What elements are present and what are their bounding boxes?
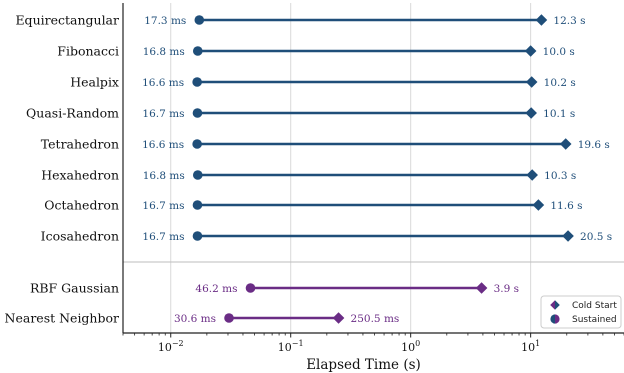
sustained-value-label: 16.7 ms [142, 200, 184, 212]
cold-start-value-label: 250.5 ms [351, 313, 400, 325]
category-label: Hexahedron [41, 168, 119, 183]
legend-diamond-icon [555, 300, 560, 310]
legend-label: Sustained [572, 315, 617, 325]
cold-start-value-label: 12.3 s [553, 15, 585, 27]
category-label: Healpix [70, 75, 119, 90]
cold-start-point [525, 107, 537, 119]
sustained-value-label: 46.2 ms [195, 283, 237, 295]
legend-circle-icon [555, 314, 560, 324]
sustained-point [194, 15, 205, 25]
cold-start-value-label: 19.6 s [578, 139, 610, 151]
x-tick-label: 100 [401, 339, 420, 354]
cold-start-point [535, 14, 548, 26]
chart-row: Equirectangular 17.3 ms 12.3 s [15, 13, 585, 28]
sustained-point [192, 108, 203, 118]
chart-row: Octahedron 16.7 ms 11.6 s [44, 198, 582, 213]
cold-start-value-label: 11.6 s [550, 200, 582, 212]
cold-start-value-label: 10.1 s [543, 108, 575, 120]
cold-start-value-label: 3.9 s [494, 283, 519, 295]
cold-start-point [562, 230, 574, 242]
cold-start-value-label: 20.5 s [580, 231, 612, 243]
category-label: Octahedron [44, 198, 119, 213]
sustained-point [192, 231, 203, 241]
sustained-point [224, 313, 234, 323]
category-label: Tetrahedron [41, 137, 119, 152]
legend-circle-icon [550, 314, 555, 324]
sustained-point [192, 200, 203, 210]
category-label: Quasi-Random [26, 106, 119, 121]
sustained-point [192, 46, 203, 56]
chart-row: Tetrahedron 16.6 ms 19.6 s [41, 137, 610, 152]
sustained-value-label: 30.6 ms [174, 313, 216, 325]
cold-start-point [524, 45, 537, 57]
sustained-value-label: 16.6 ms [142, 139, 184, 151]
sustained-value-label: 16.8 ms [143, 170, 185, 182]
cold-start-point [532, 199, 545, 211]
cold-start-point [559, 138, 572, 150]
legend: Cold Start Sustained [540, 295, 622, 329]
sustained-value-label: 16.7 ms [142, 231, 184, 243]
sustained-point [192, 170, 203, 180]
x-axis-label: Elapsed Time (s) [306, 357, 421, 373]
chart-row: Quasi-Random 16.7 ms 10.1 s [26, 106, 575, 121]
grid-lines [170, 3, 532, 333]
sustained-value-label: 17.3 ms [144, 15, 186, 27]
cold-start-value-label: 10.2 s [544, 77, 576, 89]
cold-start-point [525, 76, 538, 88]
cold-start-point [332, 312, 345, 324]
category-label: Icosahedron [41, 229, 119, 244]
sustained-point [192, 139, 202, 149]
x-axis-ticks: 10−2 10−1 100 101 [122, 333, 624, 354]
category-label: RBF Gaussian [30, 281, 119, 296]
sustained-value-label: 16.6 ms [142, 77, 184, 89]
legend-diamond-icon [550, 300, 555, 310]
cold-start-value-label: 10.3 s [544, 170, 576, 182]
chart-rows: Equirectangular 17.3 ms 12.3 s Fibonacci 16.… [5, 13, 613, 326]
chart-row: Icosahedron 16.7 ms 20.5 s [41, 229, 613, 244]
sustained-point [245, 283, 256, 293]
legend-box [540, 295, 622, 329]
cold-start-value-label: 10.0 s [543, 46, 575, 58]
category-label: Fibonacci [57, 44, 119, 59]
chart-row: Fibonacci 16.8 ms 10.0 s [57, 44, 574, 59]
x-tick-label: 10−1 [278, 339, 304, 354]
chart-row: RBF Gaussian 46.2 ms 3.9 s [30, 281, 519, 296]
sustained-value-label: 16.7 ms [142, 108, 184, 120]
legend-label: Cold Start [572, 301, 617, 311]
chart-row: Healpix 16.6 ms 10.2 s [70, 75, 576, 90]
chart-row: Hexahedron 16.8 ms 10.3 s [41, 168, 576, 183]
x-tick-label: 10−2 [158, 339, 184, 354]
cold-start-point [526, 169, 538, 181]
cold-start-point [475, 282, 488, 294]
sustained-value-label: 16.8 ms [143, 46, 185, 58]
category-label: Equirectangular [15, 13, 119, 28]
sustained-point [192, 77, 202, 87]
category-label: Nearest Neighbor [5, 311, 119, 326]
chart-row: Nearest Neighbor 30.6 ms 250.5 ms [5, 311, 400, 326]
x-tick-label: 101 [521, 339, 540, 354]
